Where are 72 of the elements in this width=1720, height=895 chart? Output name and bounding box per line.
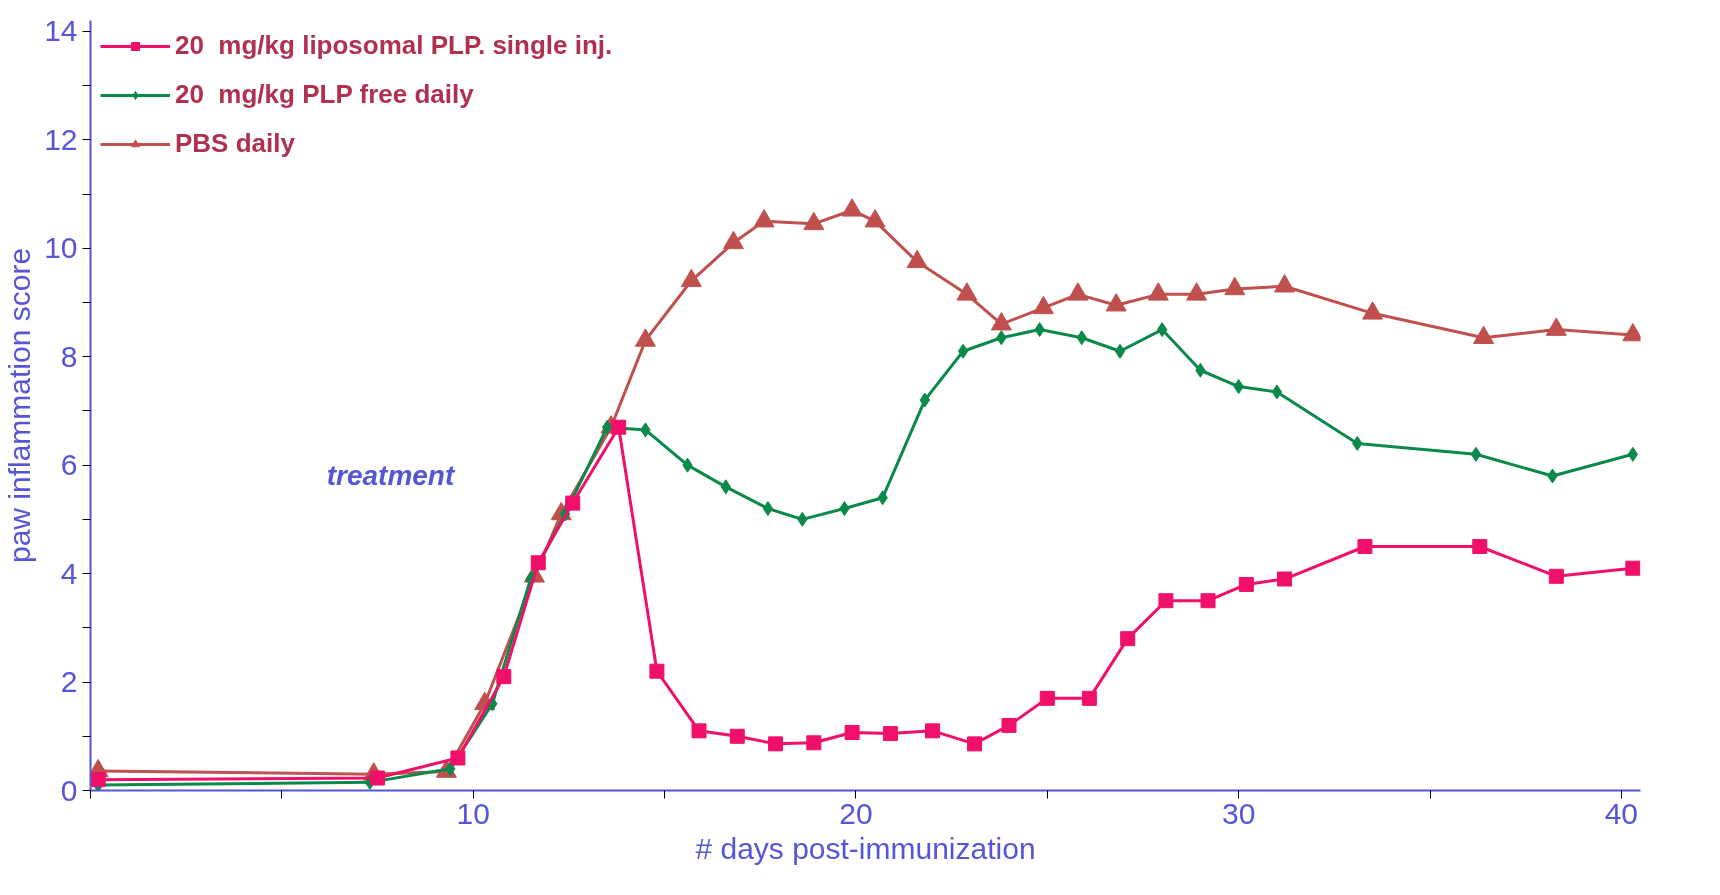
point: [967, 736, 983, 752]
point: [753, 209, 775, 228]
point: [1271, 384, 1283, 400]
point: [496, 669, 512, 685]
point: [450, 750, 466, 766]
y-tick-label: 8: [60, 339, 78, 373]
point: [691, 723, 707, 739]
point: [1545, 317, 1567, 336]
point: [729, 728, 745, 744]
legend-label: 20 mg/kg PLP free daily: [175, 79, 474, 110]
point: [530, 555, 546, 571]
point: [722, 230, 744, 250]
point: [1114, 343, 1126, 359]
point: [1039, 690, 1055, 706]
point: [990, 312, 1012, 331]
x-tick-label: 40: [1604, 796, 1639, 830]
legend-label: 20 mg/kg liposomal PLP. single inj.: [175, 30, 613, 61]
y-tick-label: 14: [44, 14, 78, 48]
point: [844, 724, 860, 740]
y-tick-label: 4: [60, 556, 78, 590]
point: [1627, 446, 1639, 462]
point: [611, 419, 627, 435]
point: [1473, 325, 1495, 344]
annotation: treatment: [326, 459, 456, 491]
point: [565, 495, 581, 511]
point: [1067, 282, 1089, 301]
point: [1625, 560, 1641, 576]
point: [841, 198, 863, 217]
point: [680, 268, 702, 288]
y-tick-label: 2: [60, 665, 78, 699]
point: [1001, 717, 1017, 733]
point: [768, 736, 784, 752]
point: [1357, 538, 1373, 554]
point: [956, 282, 978, 301]
y-tick-label: 6: [60, 448, 78, 482]
point: [806, 735, 822, 751]
point: [882, 726, 898, 742]
point: [957, 343, 969, 359]
point: [906, 249, 928, 269]
x-tick-label: 30: [1221, 796, 1256, 830]
point: [1238, 576, 1254, 592]
point: [924, 723, 940, 739]
point: [1147, 282, 1169, 301]
point: [1186, 282, 1208, 301]
point: [1472, 538, 1488, 554]
point: [1200, 593, 1216, 609]
point: [803, 211, 825, 231]
point: [1105, 293, 1127, 312]
y-tick-label: 12: [44, 122, 78, 156]
point: [864, 209, 886, 228]
point: [762, 501, 774, 517]
x-tick-label: 10: [456, 796, 490, 830]
point: [1081, 690, 1097, 706]
point: [1470, 446, 1482, 462]
point: [1362, 301, 1384, 320]
point: [1120, 631, 1136, 647]
point: [634, 328, 656, 347]
x-axis-title: # days post-immunization: [695, 831, 1036, 865]
point: [1032, 295, 1054, 315]
y-tick-label: 0: [60, 773, 78, 807]
x-tick-label: 20: [839, 796, 873, 830]
y-axis-title: paw inflammation score: [3, 247, 37, 564]
point: [1274, 274, 1296, 293]
point: [370, 770, 386, 786]
point: [649, 663, 665, 679]
point: [90, 772, 106, 788]
point: [1548, 568, 1564, 584]
point: [1277, 571, 1293, 587]
y-tick-label: 10: [44, 231, 78, 265]
point: [1158, 593, 1174, 609]
legend-label: PBS daily: [175, 128, 295, 159]
point: [1224, 276, 1246, 296]
